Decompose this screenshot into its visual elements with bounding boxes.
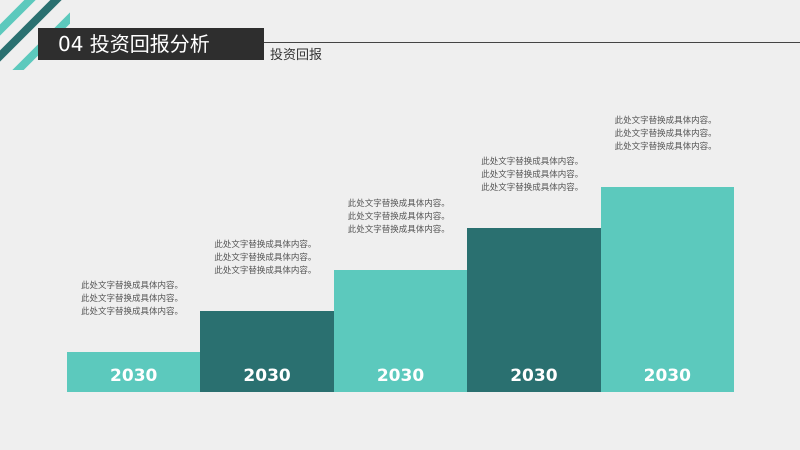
bar-note-line: 此处文字替换成具体内容。 bbox=[214, 239, 317, 250]
bar-note-line: 此处文字替换成具体内容。 bbox=[614, 116, 717, 126]
bar-note-line: 此处文字替换成具体内容。 bbox=[347, 224, 450, 235]
bar-note-line: 此处文字替换成具体内容。 bbox=[81, 307, 184, 317]
bar-note: 此处文字替换成具体内容。 此处文字替换成具体内容。 此处文字替换成具体内容。 bbox=[481, 156, 583, 195]
bar-note-line: 此处文字替换成具体内容。 bbox=[481, 157, 584, 168]
bar-2: 2030 bbox=[200, 310, 334, 392]
bar-note-line: 此处文字替换成具体内容。 bbox=[481, 183, 584, 194]
bar-note: 此处文字替换成具体内容。 此处文字替换成具体内容。 此处文字替换成具体内容。 bbox=[615, 115, 717, 154]
bar-note-line: 此处文字替换成具体内容。 bbox=[214, 252, 317, 263]
bar-note: 此处文字替换成具体内容。 此处文字替换成具体内容。 此处文字替换成具体内容。 bbox=[214, 239, 316, 278]
page-title: 04 投资回报分析 bbox=[38, 28, 264, 60]
bar-note-line: 此处文字替换成具体内容。 bbox=[347, 198, 450, 209]
bar-note: 此处文字替换成具体内容。 此处文字替换成具体内容。 此处文字替换成具体内容。 bbox=[348, 198, 450, 237]
bar-note-line: 此处文字替换成具体内容。 bbox=[614, 142, 717, 152]
bar-label: 2030 bbox=[510, 366, 558, 386]
bar-note-line: 此处文字替换成具体内容。 bbox=[347, 211, 450, 222]
bar-label: 2030 bbox=[110, 366, 158, 386]
bar-label: 2030 bbox=[376, 366, 425, 386]
bar-note: 此处文字替换成具体内容。 此处文字替换成具体内容。 此处文字替换成具体内容。 bbox=[81, 280, 183, 319]
header-divider bbox=[264, 42, 800, 43]
bar-4: 2030 bbox=[467, 228, 601, 392]
bar-5: 2030 bbox=[600, 187, 734, 392]
page-subtitle: 投资回报 bbox=[270, 48, 323, 63]
bar-note-line: 此处文字替换成具体内容。 bbox=[81, 281, 184, 291]
bar-label: 2030 bbox=[243, 366, 291, 386]
bar-note-line: 此处文字替换成具体内容。 bbox=[81, 294, 184, 304]
bar-note-line: 此处文字替换成具体内容。 bbox=[214, 265, 317, 276]
bar-3: 2030 bbox=[333, 269, 468, 392]
bar-note-line: 此处文字替换成具体内容。 bbox=[481, 170, 584, 181]
bar-label: 2030 bbox=[643, 366, 691, 386]
bar-1: 2030 bbox=[67, 352, 201, 392]
bar-note-line: 此处文字替换成具体内容。 bbox=[614, 129, 717, 139]
